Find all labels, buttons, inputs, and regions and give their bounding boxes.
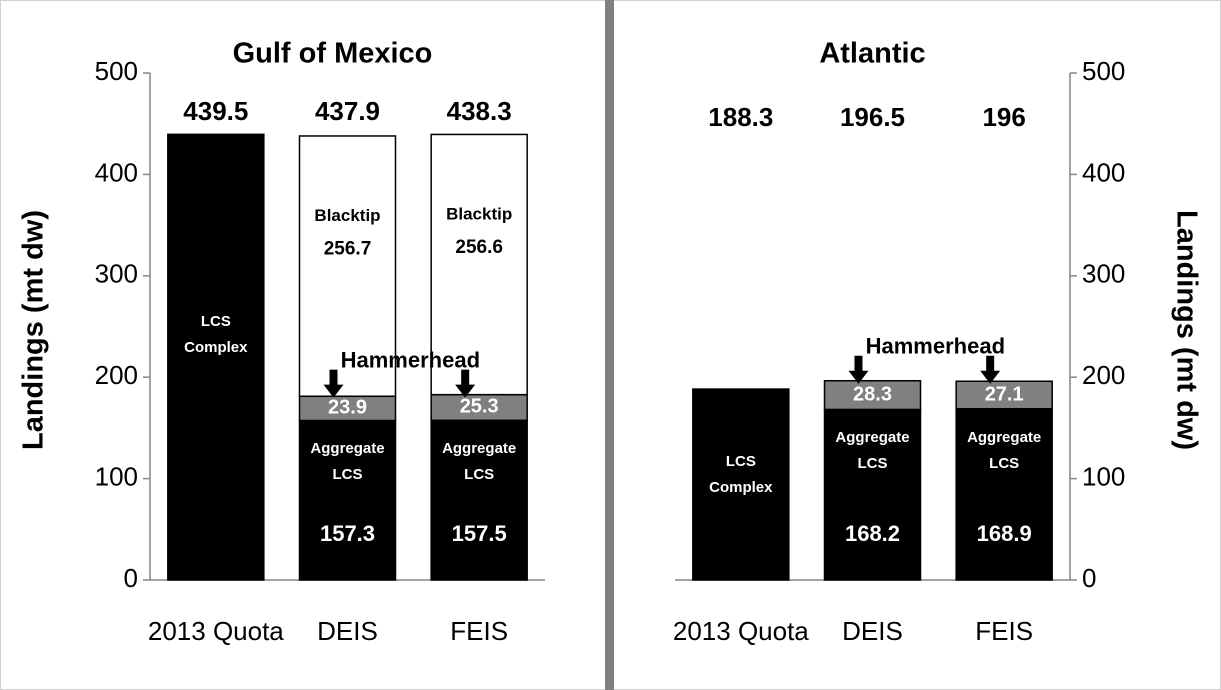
y-tick-label: 400	[1082, 157, 1125, 187]
segment-label: Aggregate LCS	[442, 440, 517, 484]
chart-title: Gulf of Mexico	[233, 38, 433, 70]
bar-segment	[298, 135, 397, 398]
total-label: 188.3	[708, 102, 773, 132]
segment-label-box: Aggregate LCS	[835, 429, 910, 473]
value-label: 23.9	[328, 397, 367, 419]
bar-segment	[430, 133, 528, 396]
bar-segment	[823, 379, 922, 411]
bar-segment	[298, 419, 397, 581]
x-tick-label: FEIS	[450, 616, 508, 646]
total-label: 196	[982, 102, 1025, 132]
x-tick-label: DEIS	[317, 616, 378, 646]
y-tick-label: 100	[1082, 461, 1125, 491]
value-label: 256.7	[324, 239, 372, 260]
callout-label: Hammerhead	[341, 347, 480, 372]
bar-segment	[823, 408, 922, 581]
arrow-shaft	[986, 355, 995, 372]
y-tick-label: 200	[1082, 360, 1125, 390]
y-tick-label: 200	[95, 360, 138, 390]
bar-segment	[692, 388, 790, 581]
segment-label: Aggregate LCS	[835, 429, 910, 473]
y-tick-label: 0	[1082, 563, 1096, 593]
segment-label-box: Aggregate LCS	[442, 440, 517, 484]
segment-label-box: LCS Complex	[184, 312, 248, 356]
total-label: 439.5	[183, 96, 248, 126]
panel-divider	[605, 0, 614, 690]
value-label: 27.1	[985, 383, 1024, 405]
y-axis-label: Landings (mt dw)	[18, 210, 50, 450]
segment-label: Blacktip	[446, 205, 512, 224]
y-tick-label: 500	[1082, 56, 1125, 86]
x-tick-label: 2013 Quota	[148, 616, 284, 646]
value-label: 157.5	[452, 521, 507, 546]
x-tick-label: 2013 Quota	[673, 616, 809, 646]
arrow-head	[980, 370, 1001, 384]
arrow-head	[323, 384, 344, 398]
total-label: 437.9	[315, 96, 380, 126]
y-tick-label: 0	[124, 563, 138, 593]
arrow-head	[455, 384, 476, 398]
segment-label-box: Aggregate LCS	[310, 440, 385, 484]
segment-label: LCS Complex	[709, 452, 773, 496]
x-tick-label: FEIS	[975, 616, 1033, 646]
chart-title: Atlantic	[819, 38, 925, 70]
arrow-head	[848, 370, 869, 384]
value-label: 256.6	[455, 237, 503, 258]
bar-segment	[167, 133, 265, 581]
y-tick-label: 500	[95, 56, 138, 86]
y-axis-label: Landings (mt dw)	[1170, 210, 1202, 450]
segment-label: Blacktip	[314, 206, 380, 225]
segment-label: Aggregate LCS	[967, 428, 1042, 472]
value-label: 25.3	[460, 396, 499, 418]
value-label: 28.3	[853, 383, 892, 405]
segment-label-box: LCS Complex	[709, 452, 773, 496]
y-tick-label: 400	[95, 157, 138, 187]
callout-label: Hammerhead	[866, 334, 1005, 359]
arrow-shaft	[461, 369, 470, 386]
value-label: 168.2	[845, 521, 900, 546]
x-tick-label: DEIS	[842, 616, 903, 646]
y-tick-label: 100	[95, 461, 138, 491]
y-tick-label: 300	[95, 259, 138, 289]
segment-label: Aggregate LCS	[310, 440, 385, 484]
bar-segment	[955, 407, 1053, 581]
total-label: 196.5	[840, 102, 905, 132]
segment-label-box: Aggregate LCS	[967, 428, 1042, 472]
arrow-shaft	[329, 369, 338, 386]
total-label: 438.3	[447, 96, 512, 126]
arrow-shaft	[854, 355, 863, 372]
y-tick-label: 300	[1082, 259, 1125, 289]
value-label: 157.3	[320, 521, 375, 546]
segment-label: LCS Complex	[184, 312, 248, 356]
bar-segment	[955, 380, 1053, 410]
value-label: 168.9	[977, 521, 1032, 546]
